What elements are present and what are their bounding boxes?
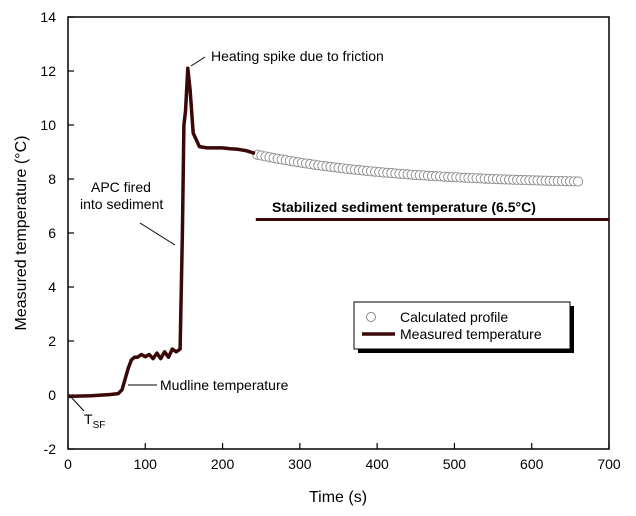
y-tick-label: 2 xyxy=(48,333,56,349)
stabilized-annotation: Stabilized sediment temperature (6.5°C) xyxy=(272,199,536,215)
legend-box xyxy=(353,301,571,350)
x-tick-label: 300 xyxy=(288,456,312,472)
apc-leader-line xyxy=(139,222,176,246)
legend-calculated-marker xyxy=(366,312,376,322)
y-tick-label: 10 xyxy=(40,117,56,133)
tsf-subscript: SF xyxy=(93,420,106,431)
x-tick-label: 100 xyxy=(134,456,158,472)
x-tick-label: 700 xyxy=(597,456,621,472)
mudline-annotation: Mudline temperature xyxy=(160,377,289,393)
plot-frame xyxy=(67,16,610,450)
y-axis-title: Measured temperature (°C) xyxy=(13,136,30,331)
tsf-annotation: TSF xyxy=(84,411,105,431)
spike-annotation: Heating spike due to friction xyxy=(211,48,384,64)
legend-measured-label: Measured temperature xyxy=(400,326,542,342)
measured-temperature-series xyxy=(67,66,256,399)
y-tick-label: 12 xyxy=(40,63,56,79)
x-tick-label: 0 xyxy=(64,456,72,472)
y-tick-label: -2 xyxy=(44,441,57,457)
tsf-leader-line xyxy=(69,395,85,412)
x-tick-label: 400 xyxy=(365,456,389,472)
axis-tick-labels: 0 100 200 300 400 500 600 700 -2 0 2 4 6 8 10 12 14 xyxy=(40,9,620,472)
apc-annotation-line1: APC fired xyxy=(91,179,151,195)
x-tick-label: 200 xyxy=(211,456,235,472)
x-tick-label: 500 xyxy=(443,456,467,472)
calculated-profile-series xyxy=(252,149,584,187)
y-tick-label: 4 xyxy=(48,279,56,295)
y-tick-label: 6 xyxy=(48,225,56,241)
y-tick-label: 8 xyxy=(48,171,56,187)
spike-leader-line xyxy=(190,56,206,67)
calculated-point xyxy=(573,176,584,187)
y-tick-label: 14 xyxy=(40,9,56,25)
apc-annotation-line2: into sediment xyxy=(80,196,163,212)
axis-ticks xyxy=(67,16,610,450)
legend-calculated-label: Calculated profile xyxy=(400,309,508,325)
x-axis-title: Time (s) xyxy=(309,489,367,506)
legend: Calculated profile Measured temperature xyxy=(353,301,574,353)
x-tick-label: 600 xyxy=(520,456,544,472)
tsf-main: T xyxy=(84,411,93,427)
y-tick-label: 0 xyxy=(48,387,56,403)
